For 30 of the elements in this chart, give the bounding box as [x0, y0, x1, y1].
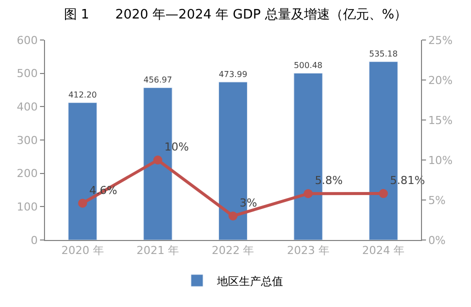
- x-tick-label: 2020 年: [61, 244, 104, 258]
- y2-tick-label: 20%: [428, 74, 453, 87]
- x-tick-label: 2022 年: [212, 244, 254, 258]
- y-tick-label: 300: [16, 134, 38, 147]
- y2-tick-label: 0%: [428, 234, 446, 247]
- point: [78, 198, 88, 208]
- y-tick-label: 200: [16, 167, 38, 180]
- y2-tick-label: 10%: [428, 154, 453, 167]
- point: [378, 189, 388, 198]
- point: [304, 189, 313, 198]
- data-label: 473.99: [218, 68, 248, 79]
- data-label: 456.97: [144, 74, 172, 85]
- y-tick-label: 400: [16, 100, 38, 114]
- data-label: 535.18: [369, 48, 398, 59]
- chart-title: 图 1 2020 年—2024 年 GDP 总量及增速（亿元、%）: [64, 7, 408, 22]
- y2-tick-label: 25%: [428, 34, 453, 47]
- y2-tick-label: 5%: [428, 194, 446, 207]
- y-tick-label: 600: [16, 34, 38, 47]
- y2-tick-label: 15%: [428, 114, 453, 127]
- y-tick-label: 0: [30, 234, 38, 247]
- x-tick-label: 2023 年: [286, 244, 330, 258]
- y-tick-label: 500: [16, 67, 38, 80]
- x-tick-label: 2024 年: [362, 244, 405, 258]
- data-label: 412.20: [68, 90, 97, 100]
- y-tick-label: 100: [16, 200, 38, 214]
- point: [228, 212, 238, 220]
- x-tick-label: 2021 年: [136, 244, 180, 258]
- data-label: 500.48: [294, 60, 322, 70]
- legend-label: 地区生产总值: [216, 274, 283, 288]
- point: [153, 156, 162, 164]
